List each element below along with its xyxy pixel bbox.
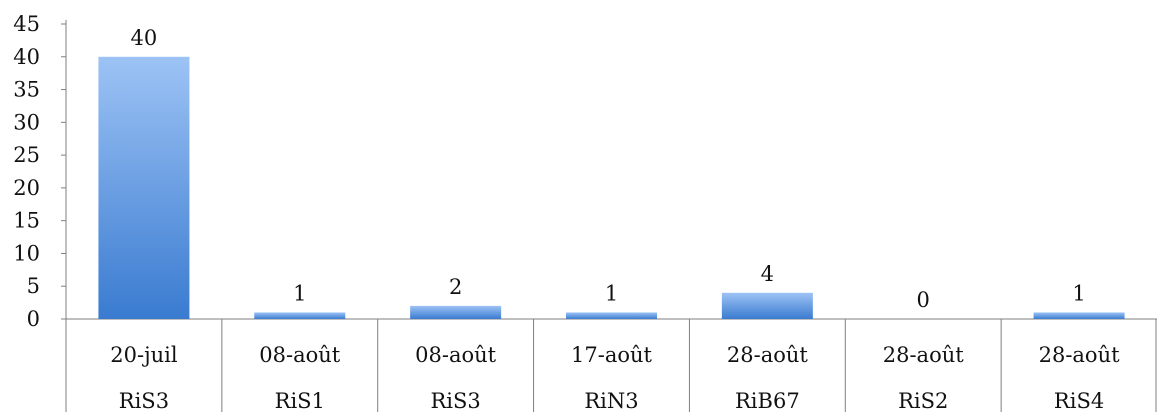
bar <box>566 312 657 319</box>
data-label: 2 <box>449 275 462 299</box>
x-category-date-label: 28-août <box>1039 343 1121 367</box>
bar <box>1033 312 1125 319</box>
data-label: 40 <box>131 26 158 50</box>
y-tick-label: 45 <box>13 12 40 36</box>
y-tick-label: 20 <box>13 176 40 200</box>
x-category-date-label: 08-août <box>259 343 341 367</box>
y-tick-label: 10 <box>13 241 40 265</box>
x-category-date-label: 20-juil <box>110 343 178 367</box>
bars <box>98 56 1125 320</box>
data-labels: 401 2 140 1 <box>131 26 1086 312</box>
data-label: 4 <box>761 262 774 286</box>
y-tick-label: 30 <box>13 110 40 134</box>
bar <box>254 312 346 319</box>
x-axis: 20-juil RiS3 08-août RiS1 08-août RiS3 17-août… <box>66 318 1157 412</box>
y-tick-label: 15 <box>13 209 40 233</box>
x-category-sample-label: RiB67 <box>735 389 800 412</box>
y-tick-label: 25 <box>13 143 40 167</box>
bar <box>98 56 190 320</box>
x-category-sample-label: RiS3 <box>119 389 169 412</box>
data-label: 1 <box>605 281 618 305</box>
x-category-sample-label: RiS1 <box>275 389 325 412</box>
y-tick-label: 35 <box>13 78 40 102</box>
y-tick-label: 0 <box>27 307 40 331</box>
x-category-sample-label: RiS3 <box>431 389 481 412</box>
y-tick-label: 40 <box>13 45 40 69</box>
data-label: 0 <box>917 288 930 312</box>
bar <box>410 305 502 319</box>
y-tick-label: 5 <box>27 274 40 298</box>
x-category-date-label: 28-août <box>883 343 965 367</box>
x-category-date-label: 17-août <box>571 343 653 367</box>
bar <box>721 292 813 319</box>
x-category-sample-label: RiS2 <box>898 389 948 412</box>
x-category-date-label: 08-août <box>415 343 497 367</box>
x-category-date-label: 28-août <box>727 343 809 367</box>
x-category-sample-label: RiS4 <box>1054 389 1104 412</box>
data-label: 1 <box>1072 281 1085 305</box>
y-axis: 0 5 10 15 20 25 30 35 40 45 <box>13 12 67 412</box>
data-label: 1 <box>293 281 306 305</box>
x-category-sample-label: RiN3 <box>584 389 638 412</box>
